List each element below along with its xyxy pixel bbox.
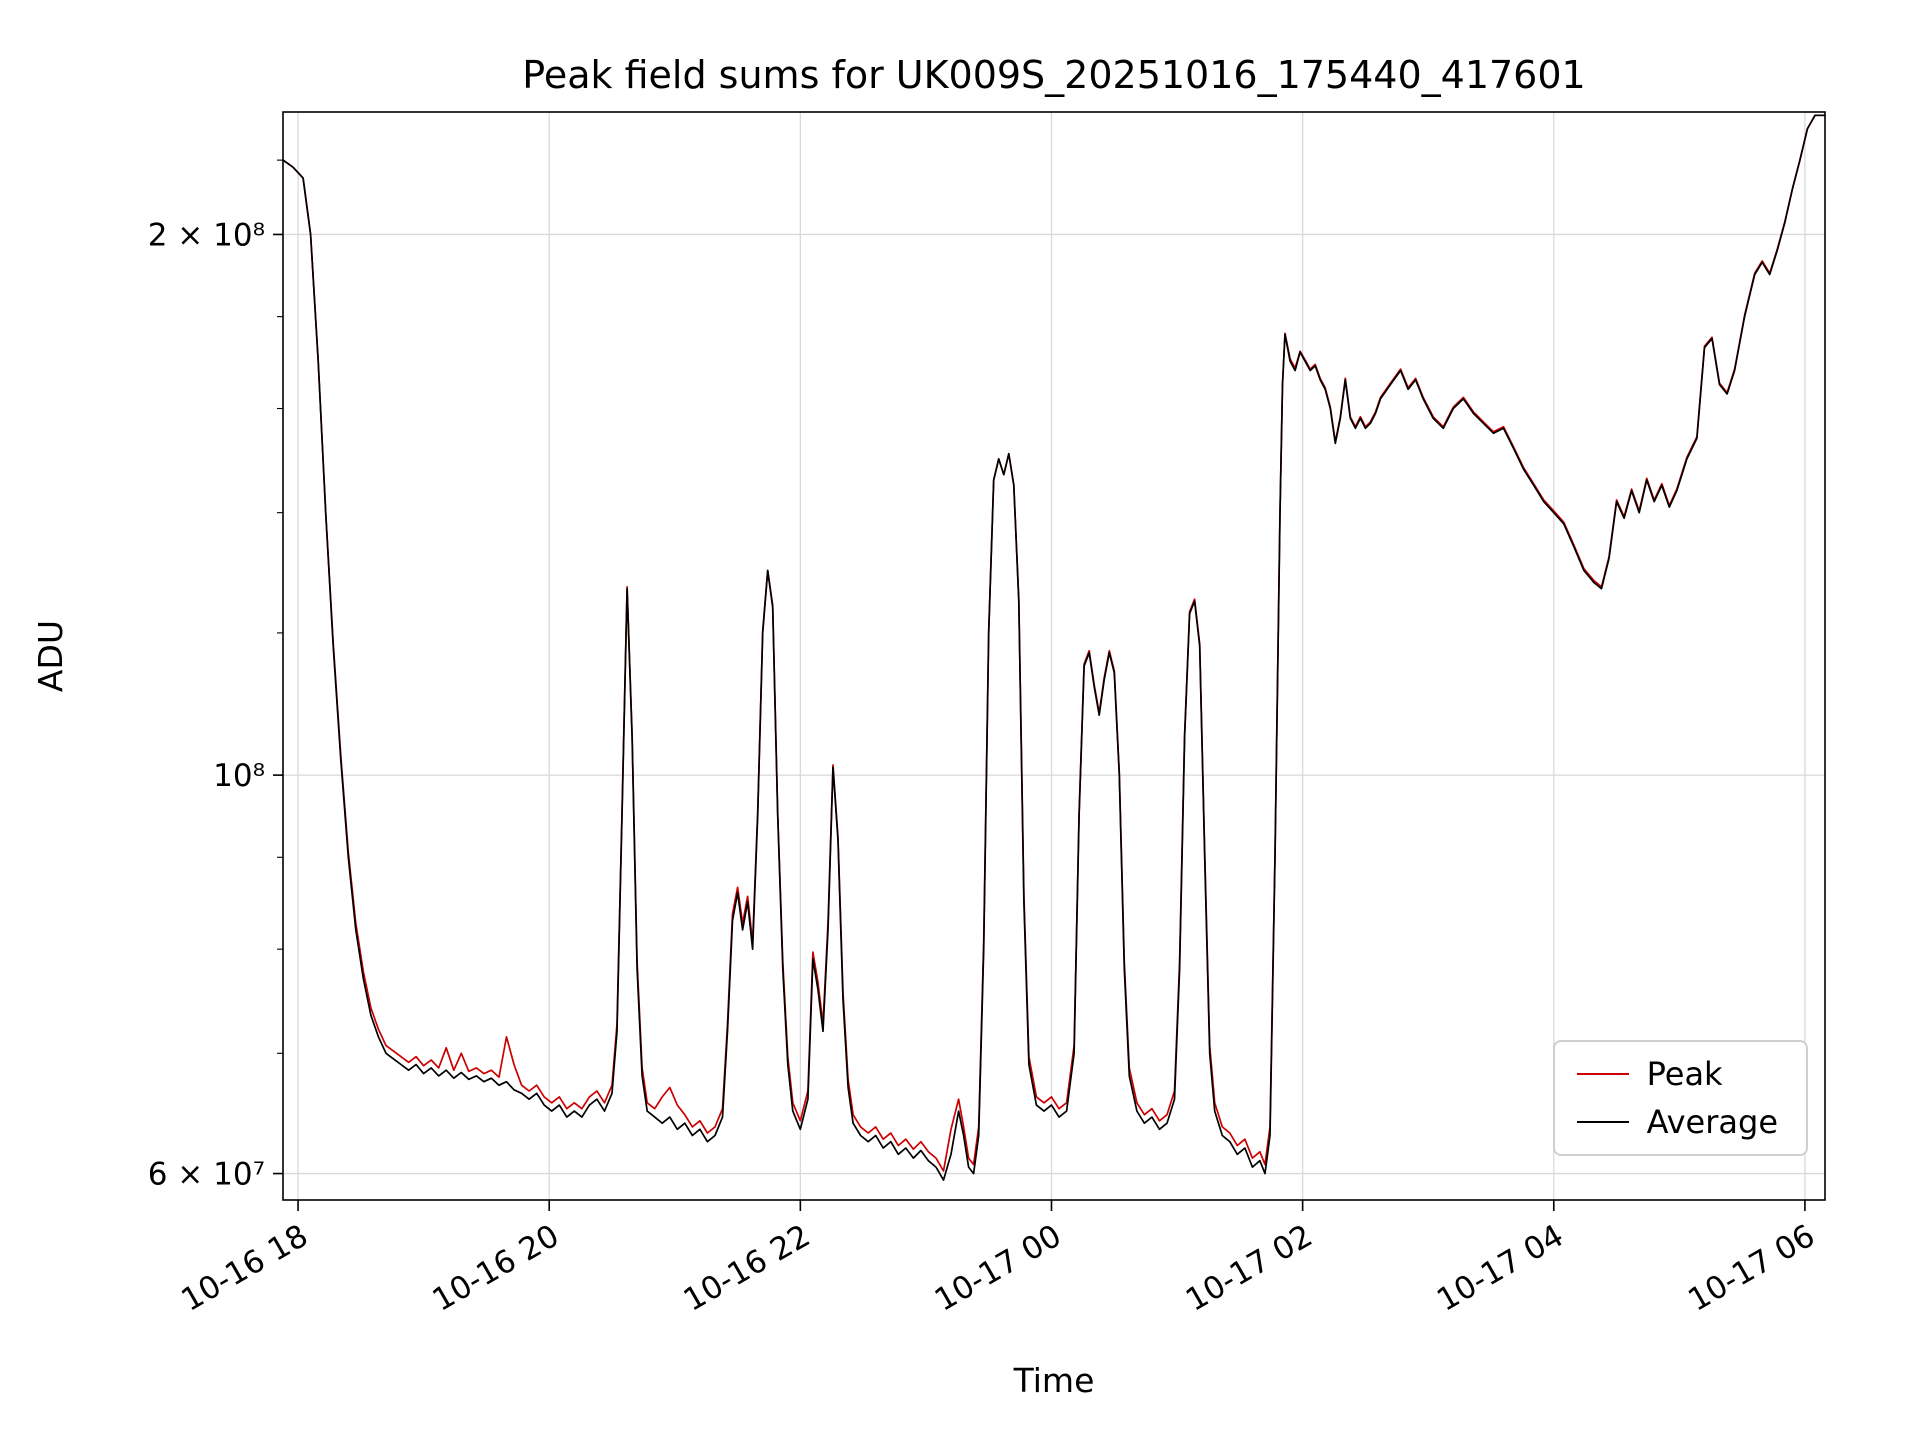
- plot-border: [282, 111, 1826, 1201]
- x-tick-label: 10-16 18: [175, 1218, 314, 1319]
- axis-ticks: [273, 159, 1806, 1211]
- x-tick-label: 10-16 22: [678, 1218, 817, 1319]
- average-line: [283, 114, 1825, 1181]
- legend-item-peak: Peak: [1576, 1055, 1778, 1093]
- average-line-swatch-icon: [1576, 1121, 1629, 1123]
- x-tick-label: 10-17 04: [1431, 1218, 1570, 1319]
- legend-label-average: Average: [1646, 1103, 1778, 1141]
- legend-item-average: Average: [1576, 1103, 1778, 1141]
- x-tick-label: 10-17 02: [1180, 1218, 1319, 1319]
- peak-line-swatch-icon: [1576, 1073, 1629, 1075]
- y-tick-label: 2 × 10⁸: [148, 217, 265, 253]
- data-series: [283, 114, 1825, 1181]
- y-axis-label: ADU: [31, 620, 70, 692]
- y-tick-label: 10⁸: [213, 758, 265, 794]
- x-tick-label: 10-17 06: [1682, 1218, 1821, 1319]
- x-axis-label: Time: [1013, 1361, 1095, 1400]
- y-tick-label: 6 × 10⁷: [148, 1157, 265, 1193]
- x-tick-label: 10-16 20: [426, 1218, 565, 1319]
- peak-line: [283, 114, 1825, 1172]
- x-tick-label: 10-17 00: [929, 1218, 1068, 1319]
- legend: Peak Average: [1552, 1040, 1808, 1156]
- gridlines: [283, 112, 1825, 1200]
- legend-label-peak: Peak: [1646, 1055, 1723, 1093]
- chart-title: Peak field sums for UK009S_20251016_1754…: [522, 53, 1585, 97]
